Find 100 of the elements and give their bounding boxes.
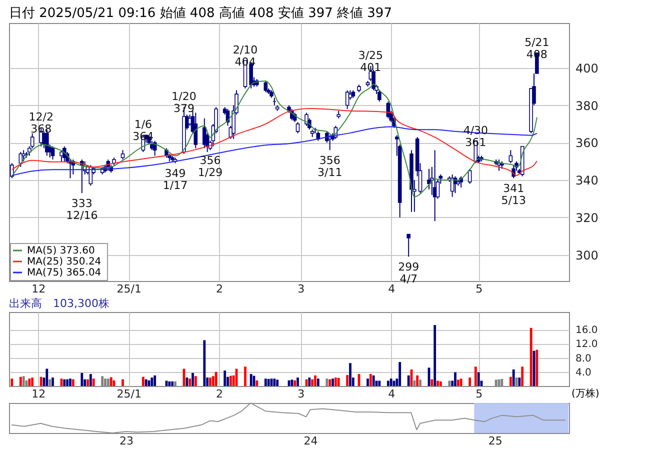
annotation: 1/20 379 <box>172 90 196 116</box>
bar <box>110 377 112 386</box>
bar <box>229 376 232 386</box>
bar <box>66 379 69 386</box>
x-tick-label: 2 <box>216 388 223 400</box>
bar <box>337 378 340 386</box>
annotation: 356 1/29 <box>198 154 223 180</box>
annotation: 341 5/13 <box>501 182 526 208</box>
bar <box>296 378 299 386</box>
bar <box>194 376 197 386</box>
bar <box>69 378 72 386</box>
bar <box>314 375 316 386</box>
chart-title: 日付 2025/05/21 09:16 始値 408 高値 408 安値 397 終値 397 <box>9 5 392 21</box>
y-axis-title: (万株) <box>572 388 600 400</box>
bar <box>456 380 460 386</box>
bar <box>334 378 337 386</box>
annotation: 356 3/11 <box>317 154 342 180</box>
y-tick-label: 360 <box>576 136 598 150</box>
bar <box>52 378 54 386</box>
bar <box>142 376 144 386</box>
y-tick-label: 4.0 <box>576 367 592 378</box>
bar <box>168 381 171 386</box>
bar <box>209 378 212 386</box>
bar <box>378 380 381 386</box>
bar <box>328 379 332 386</box>
bar <box>92 378 95 386</box>
legend-label: MA(5) 373.60 <box>27 246 95 256</box>
bar <box>349 363 352 386</box>
bar <box>430 379 434 386</box>
y-tick-label: 16.0 <box>576 325 598 336</box>
y-tick-label: 8.0 <box>576 353 592 364</box>
x-tick-label: 3 <box>298 388 305 400</box>
bar <box>366 378 369 386</box>
bar <box>144 379 148 386</box>
candlestick <box>304 112 308 126</box>
bar <box>311 379 314 386</box>
x-tick-label: 2 <box>216 282 223 296</box>
legend-label: MA(75) 365.04 <box>27 268 102 278</box>
bar <box>212 376 214 386</box>
bar <box>436 380 439 386</box>
bar <box>521 366 524 386</box>
bar <box>390 378 392 386</box>
bar <box>267 378 270 386</box>
annotation: 1/6 364 <box>132 118 154 144</box>
bar <box>31 378 34 386</box>
bar <box>460 378 462 386</box>
bar <box>477 372 480 386</box>
bar <box>369 374 372 386</box>
bar <box>276 380 279 386</box>
bar <box>294 380 296 386</box>
x-tick-label: 25/1 <box>116 388 142 400</box>
bar <box>256 380 258 386</box>
x-tick-label: 12 <box>32 282 46 296</box>
y-tick-label: 380 <box>576 98 598 113</box>
bar <box>40 376 42 386</box>
candlestick <box>406 234 410 258</box>
bar <box>89 374 92 386</box>
bar <box>308 378 311 386</box>
bar <box>10 378 14 386</box>
bar <box>244 366 246 386</box>
bar <box>316 378 320 386</box>
annotation: 12/2 368 <box>28 110 54 136</box>
candlestick <box>22 150 26 162</box>
bar <box>171 381 174 386</box>
legend-label: MA(25) 350.24 <box>27 256 102 268</box>
bar <box>214 372 218 386</box>
candlestick <box>468 168 472 184</box>
bar <box>346 375 349 386</box>
y-tick-label: 12.0 <box>576 339 598 350</box>
annotation: 333 12/16 <box>66 197 98 222</box>
x-tick-label: 4 <box>388 388 396 400</box>
bar <box>509 376 512 386</box>
x-tick-label: 3 <box>298 282 305 296</box>
x-tick-label: 5 <box>476 282 483 296</box>
bar <box>28 378 31 386</box>
bar <box>63 379 66 386</box>
bar <box>203 340 206 386</box>
x-tick-label: 5 <box>476 388 483 400</box>
bar <box>250 374 252 386</box>
y-tick-label: 300 <box>576 248 598 262</box>
bar <box>518 378 521 386</box>
x-tick-label: 25 <box>488 434 502 448</box>
bar <box>192 372 194 386</box>
bar <box>416 375 419 386</box>
bar <box>122 379 124 386</box>
bar <box>80 372 84 386</box>
bar <box>454 372 456 386</box>
x-tick-label: 12 <box>32 388 46 400</box>
x-tick-label: 4 <box>388 282 396 296</box>
bar <box>264 378 267 386</box>
bar <box>186 378 188 386</box>
bar <box>372 375 375 386</box>
y-tick-label: 340 <box>576 174 598 188</box>
annotation: 299 4/7 <box>398 260 420 286</box>
chart-title: 出来高 103,300株 <box>9 297 110 310</box>
candlestick <box>296 122 300 134</box>
bar <box>273 378 276 386</box>
bar <box>434 325 436 386</box>
annotation: 3/25 401 <box>358 49 384 74</box>
bar <box>386 380 390 386</box>
